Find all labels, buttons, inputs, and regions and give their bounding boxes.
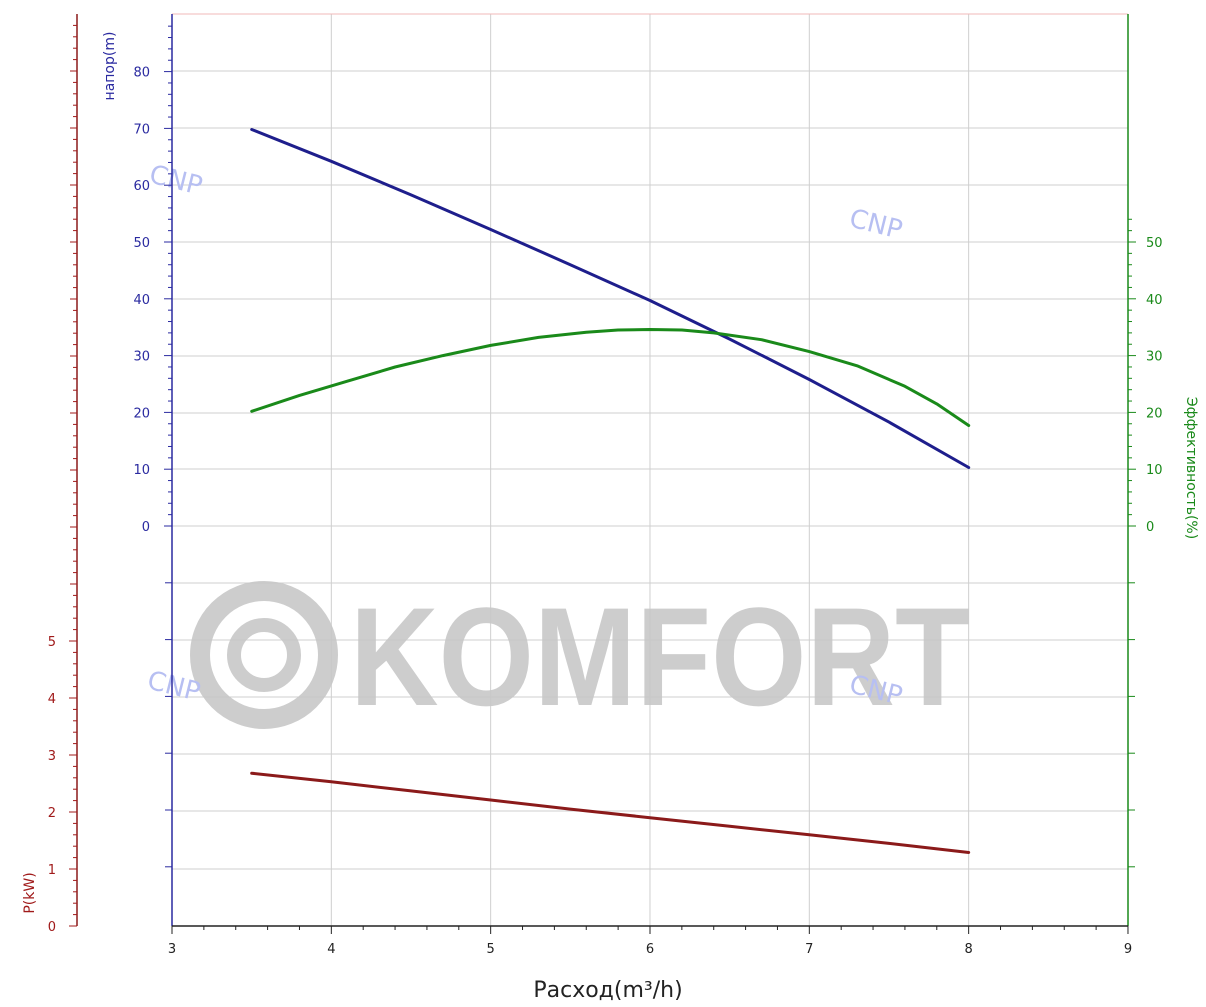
- head-tick-label: 60: [133, 179, 150, 194]
- power-tick-label: 5: [48, 635, 56, 650]
- axis-ticks: 3 4 5 6 7 8 9 0 10 20 30 40 50 60 70 80 0 10 20 30 40 50 0 1 2 3 4…: [48, 24, 1163, 957]
- efficiency-curve: [250, 328, 971, 427]
- head-curve: [250, 128, 971, 469]
- head-tick-label: 10: [133, 463, 150, 478]
- head-tick-label: 0: [142, 520, 150, 535]
- efficiency-tick-label: 50: [1146, 236, 1163, 251]
- x-tick-label: 9: [1124, 942, 1132, 957]
- head-tick-label: 80: [133, 66, 150, 81]
- power-tick-label: 1: [48, 863, 56, 878]
- grid-lines: [172, 13, 1128, 926]
- watermark-logo-inner-ring: [227, 618, 301, 692]
- x-tick-label: 6: [646, 942, 654, 957]
- power-tick-label: 2: [48, 806, 56, 821]
- head-axis-title: напор(m): [102, 32, 118, 101]
- head-tick-label: 70: [133, 122, 150, 137]
- x-tick-label: 5: [487, 942, 495, 957]
- power-tick-label: 3: [48, 749, 56, 764]
- komfort-watermark: KOMFORT: [190, 578, 970, 735]
- watermark-logo-outer-ring: [190, 581, 338, 729]
- power-axis-title: P(kW): [22, 872, 38, 913]
- head-tick-label: 40: [133, 293, 150, 308]
- x-tick-label: 4: [327, 942, 335, 957]
- x-axis-title: Расход(m³/h): [533, 978, 682, 1003]
- power-tick-label: 4: [48, 692, 56, 707]
- data-series: [250, 128, 971, 854]
- cnp-watermark-2: CNP: [846, 204, 905, 246]
- x-tick-label: 8: [965, 942, 973, 957]
- efficiency-tick-label: 10: [1146, 463, 1163, 478]
- x-tick-label: 7: [805, 942, 813, 957]
- power-curve: [250, 771, 971, 854]
- watermark-brand-text: KOMFORT: [350, 578, 970, 735]
- head-tick-label: 30: [133, 350, 150, 365]
- efficiency-axis-title: Эффективность(%): [1183, 397, 1199, 539]
- efficiency-tick-label: 30: [1146, 350, 1163, 365]
- head-tick-label: 50: [133, 236, 150, 251]
- efficiency-tick-label: 20: [1146, 406, 1163, 421]
- efficiency-tick-label: 0: [1146, 520, 1154, 535]
- power-tick-label: 0: [48, 920, 56, 935]
- cnp-watermark-1: CNP: [146, 160, 205, 202]
- x-tick-label: 3: [168, 942, 176, 957]
- head-tick-label: 20: [133, 406, 150, 421]
- efficiency-tick-label: 40: [1146, 293, 1163, 308]
